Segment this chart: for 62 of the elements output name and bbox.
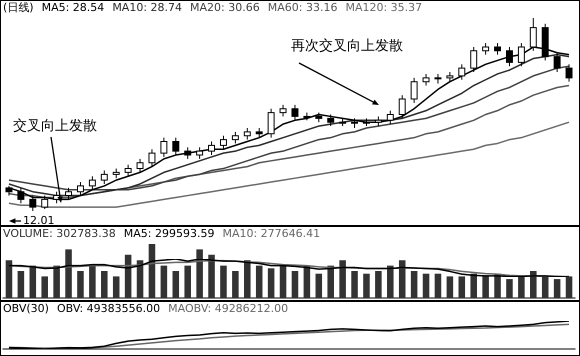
- bar: [124, 254, 132, 298]
- bar: [18, 271, 24, 298]
- bar: [363, 274, 370, 298]
- bar: [160, 266, 168, 298]
- bar: [542, 276, 548, 298]
- bar: [280, 266, 286, 298]
- bar: [89, 266, 96, 298]
- text: MA5: 28.54: [42, 1, 104, 14]
- bar: [470, 274, 477, 298]
- bar: [208, 254, 215, 298]
- bar: [184, 266, 191, 298]
- bar: [554, 279, 560, 298]
- text: MA5: 299593.59: [124, 227, 214, 240]
- bar: [482, 276, 489, 298]
- bar: [458, 276, 466, 298]
- bar: [387, 266, 394, 298]
- bar: [410, 271, 418, 298]
- bar: [268, 268, 274, 298]
- bar: [375, 271, 382, 298]
- bar: [77, 271, 84, 298]
- bar: [41, 276, 48, 298]
- bar: [6, 260, 12, 298]
- text: MA20: 30.66: [190, 1, 260, 14]
- chart-title: (日线): [3, 1, 34, 14]
- text: MA120: 35.37: [345, 1, 422, 14]
- bar: [220, 266, 227, 298]
- bar: [446, 276, 454, 298]
- bar: [530, 271, 537, 298]
- bar: [101, 271, 108, 298]
- bar: [112, 276, 120, 298]
- bar: [518, 276, 525, 298]
- bar: [65, 249, 72, 298]
- bar: [351, 271, 358, 298]
- series-label: VOLUME: 302783.38: [3, 227, 116, 240]
- bar: [327, 266, 334, 298]
- annotation: 交叉向上发散: [13, 117, 97, 135]
- text: MA10: 277646.41: [222, 227, 320, 240]
- bar: [172, 271, 180, 298]
- bar: [256, 266, 262, 298]
- bar: [292, 271, 298, 298]
- bar: [434, 274, 442, 298]
- bar: [316, 274, 322, 298]
- chart-title: OBV(30): [3, 302, 49, 315]
- bar: [566, 276, 572, 298]
- annotation: 再次交叉向上发散: [291, 37, 403, 55]
- series-label: MAOBV: 49286212.00: [168, 302, 288, 315]
- bar: [422, 274, 430, 298]
- text: MA60: 33.16: [268, 1, 338, 14]
- bar: [196, 249, 203, 298]
- bar: [53, 266, 60, 298]
- bar: [506, 279, 513, 298]
- text: MA10: 28.74: [112, 1, 182, 14]
- bar: [148, 244, 156, 298]
- bar: [244, 260, 251, 298]
- bar: [339, 260, 346, 298]
- bar: [398, 260, 406, 298]
- text: 12.01: [23, 214, 54, 227]
- bar: [136, 260, 144, 298]
- bar: [304, 266, 310, 298]
- text: OBV: 49383556.00: [56, 302, 160, 315]
- bar: [232, 271, 239, 298]
- bar: [30, 266, 36, 298]
